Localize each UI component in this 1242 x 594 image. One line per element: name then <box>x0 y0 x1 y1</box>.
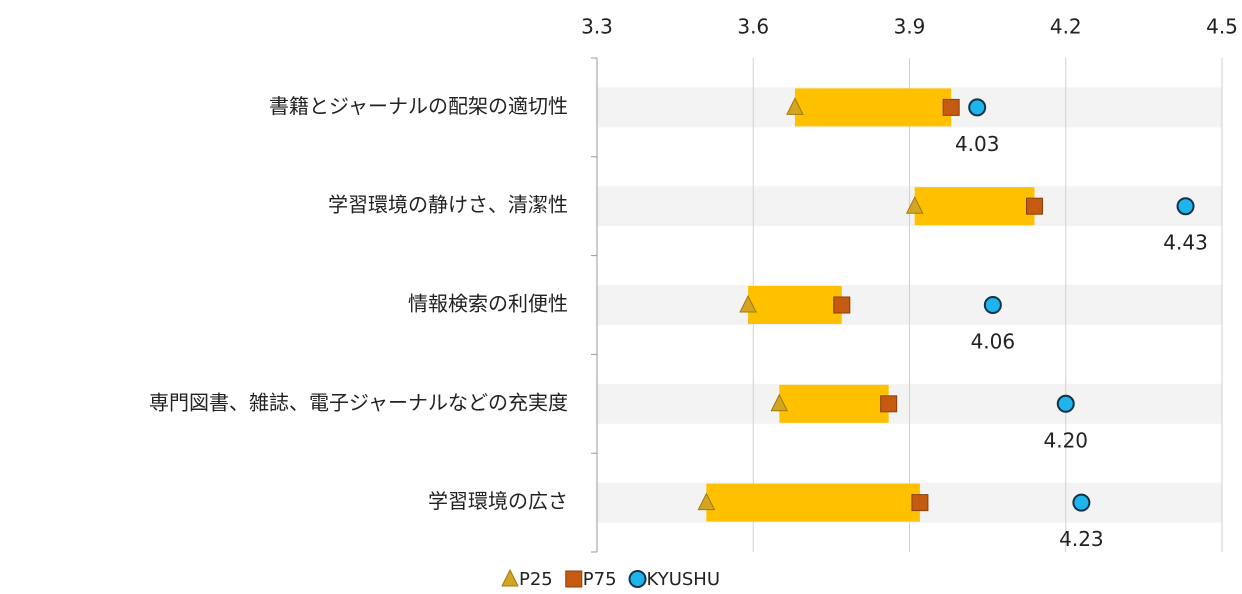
range-bar <box>706 483 920 522</box>
legend-label: P75 <box>583 569 617 590</box>
legend-marker <box>501 568 519 587</box>
legend-label: KYUSHU <box>647 569 720 590</box>
square-marker <box>942 98 960 116</box>
circle-marker <box>1176 197 1195 216</box>
circle-marker <box>1072 493 1091 512</box>
y-tick-label: 学習環境の静けさ、清潔性 <box>328 193 568 217</box>
square-marker <box>1026 197 1043 215</box>
value-label: 4.23 <box>1059 527 1104 551</box>
x-tick-label: 3.9 <box>894 15 926 39</box>
legend-label: P25 <box>519 569 553 590</box>
range-bar <box>794 88 952 127</box>
legend-marker <box>565 570 583 588</box>
y-tick-label: 学習環境の広さ <box>428 489 568 513</box>
x-tick-label: 3.3 <box>581 15 613 39</box>
triangle-marker <box>739 294 757 313</box>
value-label: 4.43 <box>1163 231 1208 255</box>
circle-marker <box>968 98 987 117</box>
square-marker <box>833 296 851 314</box>
x-tick-label: 3.6 <box>737 15 769 39</box>
x-tick-label: 4.2 <box>1050 15 1082 39</box>
value-label: 4.03 <box>955 132 1000 156</box>
y-tick-label: 書籍とジャーナルの配架の適切性 <box>269 94 568 118</box>
circle-marker <box>983 296 1002 314</box>
circle-marker <box>1056 394 1075 413</box>
x-tick-label: 4.5 <box>1206 15 1238 39</box>
triangle-marker <box>905 196 924 214</box>
legend-marker <box>628 570 647 588</box>
value-label: 4.20 <box>1043 428 1088 452</box>
range-bar <box>748 286 842 324</box>
value-label: 4.06 <box>971 330 1016 354</box>
range-bar <box>914 187 1035 226</box>
y-tick-label: 情報検索の利便性 <box>408 292 568 316</box>
range-bar <box>779 384 889 423</box>
square-marker <box>911 494 929 512</box>
triangle-marker <box>697 492 716 511</box>
square-marker <box>880 395 898 413</box>
triangle-marker <box>770 393 789 412</box>
y-tick-label: 専門図書、雑誌、電子ジャーナルなどの充実度 <box>149 390 568 414</box>
triangle-marker <box>786 97 804 115</box>
